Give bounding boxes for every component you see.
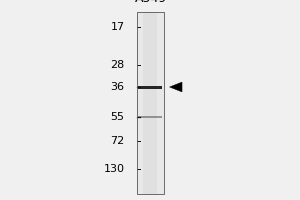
Text: 130: 130	[103, 164, 124, 174]
Bar	[136, 12, 164, 194]
Bar	[142, 12, 158, 194]
Text: A549: A549	[135, 0, 168, 5]
Polygon shape	[169, 82, 182, 92]
Text: 36: 36	[110, 82, 124, 92]
Bar	[138, 116, 162, 118]
Bar	[138, 86, 162, 89]
Bar	[136, 12, 164, 194]
Text: 17: 17	[110, 22, 124, 32]
Text: 28: 28	[110, 60, 124, 70]
Text: 55: 55	[110, 112, 124, 122]
Text: 72: 72	[110, 136, 124, 146]
